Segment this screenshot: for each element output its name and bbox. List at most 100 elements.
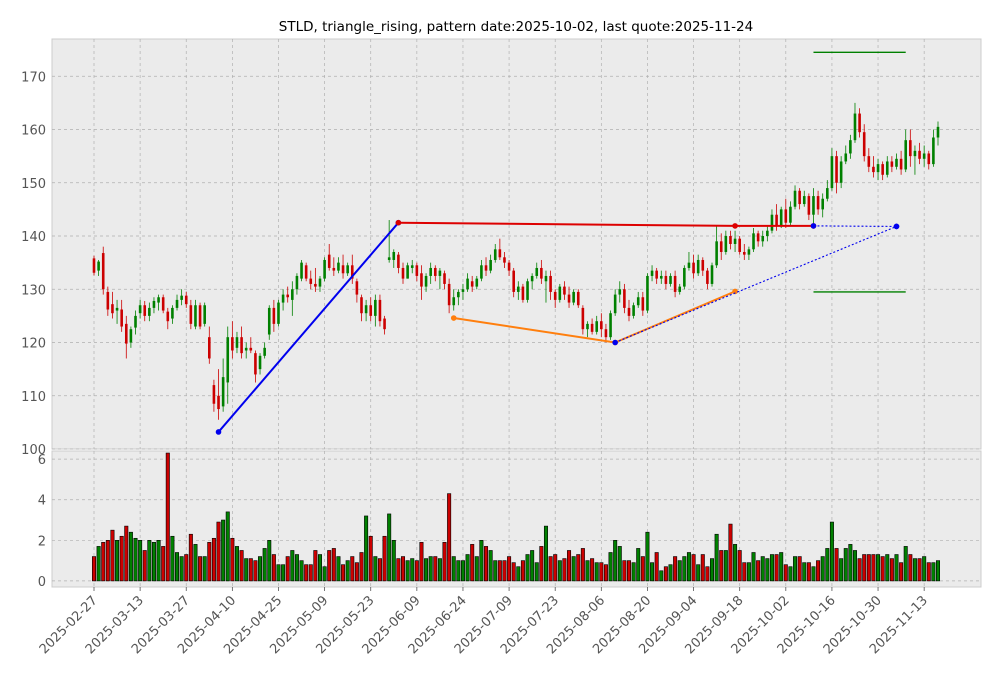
volume-bar xyxy=(534,562,539,582)
candle-body xyxy=(581,307,585,330)
volume-bar xyxy=(276,564,281,582)
volume-bar xyxy=(428,556,433,582)
candle-body xyxy=(766,230,769,237)
volume-bar xyxy=(377,558,382,582)
volume-bar xyxy=(585,560,590,582)
candle-body xyxy=(120,309,123,327)
volume-bar xyxy=(271,554,276,582)
volume-bar xyxy=(341,564,346,582)
candle-body xyxy=(770,214,774,231)
volume-bar xyxy=(308,564,313,582)
candle-body xyxy=(498,249,502,258)
volume-bar xyxy=(179,556,184,582)
candle-body xyxy=(198,305,202,327)
x-axis: 2025-02-272025-03-132025-03-272025-04-10… xyxy=(37,587,931,657)
volume-bar xyxy=(880,556,885,582)
candle-body xyxy=(309,278,313,284)
pattern-point xyxy=(893,223,900,230)
candle-body xyxy=(812,196,815,215)
candle-body xyxy=(553,291,557,300)
candle-body xyxy=(263,347,266,356)
candle-body xyxy=(231,337,234,351)
volume-bar xyxy=(935,560,940,582)
candle-body xyxy=(148,307,151,316)
candle-body xyxy=(724,236,728,252)
volume-bar xyxy=(119,535,124,582)
candle-body xyxy=(291,289,294,300)
candle-body xyxy=(249,347,253,351)
volume-panel: 0 2 4 6 xyxy=(38,450,982,590)
candle-body xyxy=(609,313,612,338)
volume-bar xyxy=(221,519,226,582)
candle-body xyxy=(526,281,529,300)
volume-bar xyxy=(207,542,212,582)
pattern-point xyxy=(810,223,817,229)
volume-bar xyxy=(839,558,844,582)
volume-bar xyxy=(816,560,821,582)
candle-body xyxy=(729,236,732,244)
volume-bar xyxy=(760,556,765,582)
candle-body xyxy=(420,273,423,287)
candle-body xyxy=(715,241,718,266)
candle-body xyxy=(572,291,575,303)
volume-bar xyxy=(576,554,581,582)
candle-body xyxy=(327,254,331,268)
volume-bar xyxy=(539,546,544,582)
volume-bar xyxy=(424,558,429,582)
volume-bar xyxy=(848,544,853,582)
volume-bar xyxy=(871,554,876,582)
candle-body xyxy=(470,281,474,287)
volume-bar xyxy=(516,566,521,582)
volume-bar xyxy=(138,540,143,582)
volume-bar xyxy=(299,560,304,582)
volume-bar xyxy=(124,525,129,582)
volume-bar xyxy=(525,554,530,582)
volume-bar xyxy=(92,556,97,582)
candle-body xyxy=(457,291,460,298)
volume-bar xyxy=(631,562,636,582)
candle-body xyxy=(802,196,806,205)
volume-bar xyxy=(161,546,166,582)
candle-body xyxy=(535,267,539,276)
volume-bar xyxy=(188,533,193,582)
volume-bar xyxy=(889,558,894,582)
volume-bar xyxy=(488,550,493,582)
volume-bar xyxy=(304,564,309,582)
volume-bar xyxy=(917,558,922,582)
candle-body xyxy=(872,166,875,173)
volume-bar xyxy=(115,540,120,582)
candle-body xyxy=(401,267,405,279)
candle-body xyxy=(862,132,866,157)
volume-bar xyxy=(594,562,599,582)
volume-bar xyxy=(437,558,442,582)
volume-bar xyxy=(774,554,779,582)
volume-bar xyxy=(175,552,180,582)
candle-body xyxy=(876,164,880,173)
candle-body xyxy=(138,305,142,314)
volume-bar xyxy=(903,546,908,582)
candle-body xyxy=(687,262,691,268)
price-panel: 100 110 120 130 140 150 160 170 xyxy=(21,38,982,458)
volume-bar xyxy=(405,560,410,582)
candle-body xyxy=(590,323,594,332)
volume-bar xyxy=(769,554,774,582)
volume-bar xyxy=(336,556,341,582)
candle-body xyxy=(844,153,848,162)
volume-bar xyxy=(613,540,618,582)
volume-bar xyxy=(843,548,848,582)
candle-body xyxy=(784,209,788,223)
candle-body xyxy=(544,275,548,282)
candle-body xyxy=(895,158,898,167)
volume-bar xyxy=(737,550,742,582)
volume-bar xyxy=(230,537,235,582)
volume-bar xyxy=(931,562,936,582)
candle-body xyxy=(180,295,183,300)
volume-bar xyxy=(806,562,811,582)
candle-body xyxy=(733,238,737,244)
candle-body xyxy=(240,337,243,354)
volume-bar xyxy=(590,558,595,582)
candle-body xyxy=(540,267,543,279)
volume-bar xyxy=(497,560,502,582)
volume-bar xyxy=(686,552,691,582)
volume-bar xyxy=(677,560,682,582)
